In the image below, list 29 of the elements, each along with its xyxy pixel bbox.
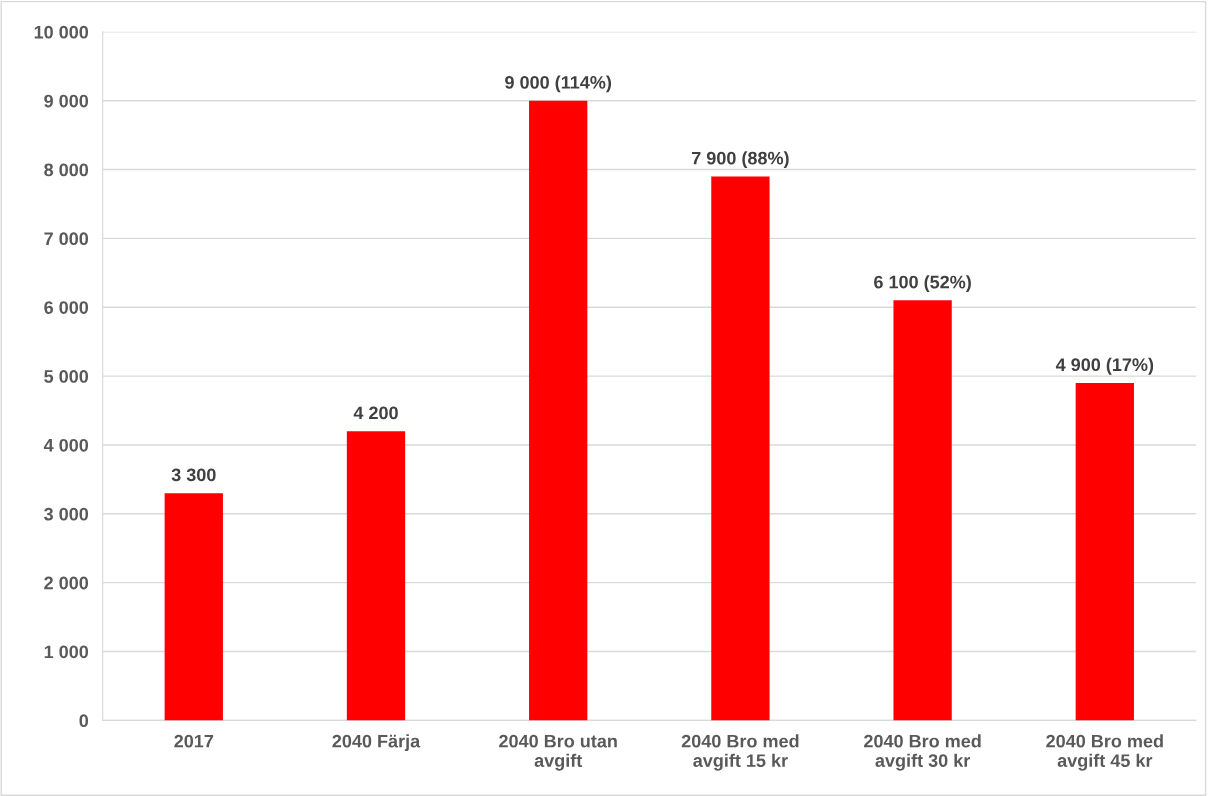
bar (711, 176, 770, 721)
data-label: 6 100 (52%) (874, 275, 971, 293)
bar (893, 300, 952, 721)
y-tick-label: 3 000 (44, 507, 89, 521)
y-tick-label: 0 (79, 714, 89, 728)
data-label: 7 900 (88%) (692, 151, 789, 169)
bar (1075, 383, 1134, 721)
x-tick-label: 2040 Bro med avgift 30 kr (864, 734, 981, 771)
y-tick-label: 6 000 (44, 301, 89, 314)
x-tick-label: 2040 Bro utan avgift (499, 734, 617, 771)
y-tick-label: 2 000 (44, 576, 89, 590)
x-tick-label: 2040 Bro med avgift 15 kr (681, 734, 799, 771)
bar (529, 100, 588, 721)
data-label: 4 200 (353, 406, 398, 420)
data-label: 9 000 (114%) (505, 75, 612, 93)
y-tick-label: 7 000 (44, 232, 89, 246)
x-tick-label: 2040 Färja (332, 734, 421, 752)
x-tick-label: 2017 (174, 734, 214, 748)
bar (346, 431, 406, 721)
y-tick-label: 10 000 (34, 25, 89, 39)
y-tick-label: 5 000 (44, 370, 89, 383)
y-tick-label: 4 000 (43, 438, 89, 452)
data-label: 4 900 (17%) (1055, 357, 1154, 375)
x-tick-label: 2040 Bro med avgift 45 kr (1046, 734, 1163, 771)
y-tick-label: 9 000 (44, 94, 89, 108)
y-tick-label: 8 000 (44, 163, 89, 177)
y-tick-label: 1 000 (44, 645, 89, 659)
data-label: 3 300 (171, 468, 216, 482)
bar (164, 493, 223, 721)
